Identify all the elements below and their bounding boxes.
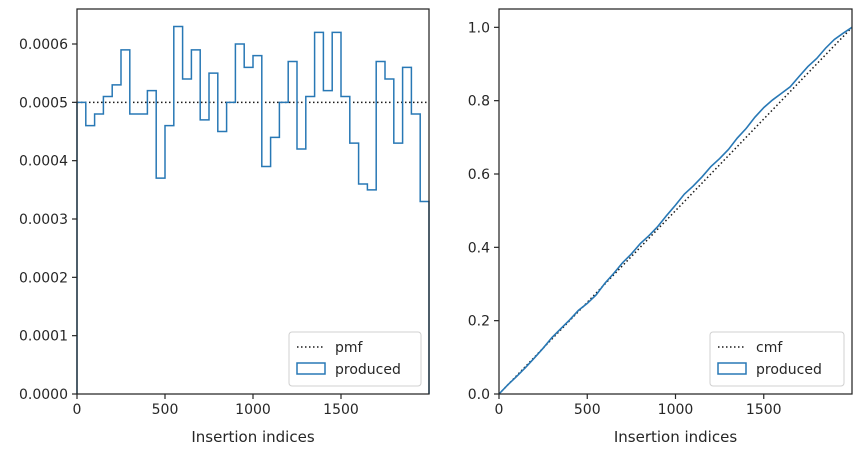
cmf-y-tick-label: 1.0 [468,20,490,36]
cmf-y-tick-label: 0.0 [468,387,490,403]
pmf-y-tick-label: 0.0005 [19,95,68,111]
pmf-y-tick-label: 0.0002 [19,270,68,286]
cmf-panel: 0 500 1000 1500 0.0 0.2 0.4 0.6 0.8 1.0 Insertion… [468,8,853,446]
pmf-x-tick-label: 500 [152,402,179,418]
cmf-legend: cmf produced [709,331,845,387]
cmf-y-tick-label: 0.4 [468,240,490,256]
cmf-y-tick-label: 0.8 [468,94,490,110]
pmf-x-tick-label: 1000 [235,402,271,418]
cmf-produced-line [498,26,853,395]
cmf-reference-line [498,26,853,395]
pmf-produced-step [76,25,430,394]
pmf-y-tick-label: 0.0000 [19,387,68,403]
pmf-y-tick-label: 0.0006 [19,37,68,53]
cmf-x-tick-label: 500 [574,402,601,418]
pmf-panel: 0 500 1000 1500 0.0000 0.0001 0.0002 0.0003 0.00… [19,8,430,446]
cmf-x-axis-label: Insertion indices [614,428,737,446]
cmf-legend-produced-swatch [717,362,747,375]
cmf-legend-box [709,331,845,387]
pmf-x-tick-label: 1500 [323,402,359,418]
pmf-legend-produced-label: produced [335,362,401,378]
pmf-y-tick-label: 0.0003 [19,212,68,228]
pmf-legend-produced-swatch [296,362,326,375]
pmf-y-tick-label: 0.0004 [19,154,68,170]
cmf-x-tick-label: 1500 [746,402,782,418]
pmf-series-layer [76,25,430,394]
cmf-ticks: 0 500 1000 1500 0.0 0.2 0.4 0.6 0.8 1.0 [468,20,782,418]
pmf-legend-box [288,331,422,387]
pmf-ticks: 0 500 1000 1500 0.0000 0.0001 0.0002 0.0003 0.00… [19,37,359,418]
cmf-y-tick-label: 0.6 [468,167,490,183]
pmf-y-tick-label: 0.0001 [19,329,68,345]
cmf-x-tick-label: 1000 [658,402,694,418]
cmf-y-tick-label: 0.2 [468,314,490,330]
cmf-legend-reference-label: cmf [756,340,783,356]
pmf-legend-reference-label: pmf [335,340,364,356]
cmf-x-tick-label: 0 [495,402,504,418]
pmf-x-tick-label: 0 [73,402,82,418]
cmf-legend-produced-label: produced [756,362,822,378]
cmf-series-layer [498,26,853,395]
pmf-x-axis-label: Insertion indices [191,428,314,446]
pmf-legend: pmf produced [288,331,422,387]
